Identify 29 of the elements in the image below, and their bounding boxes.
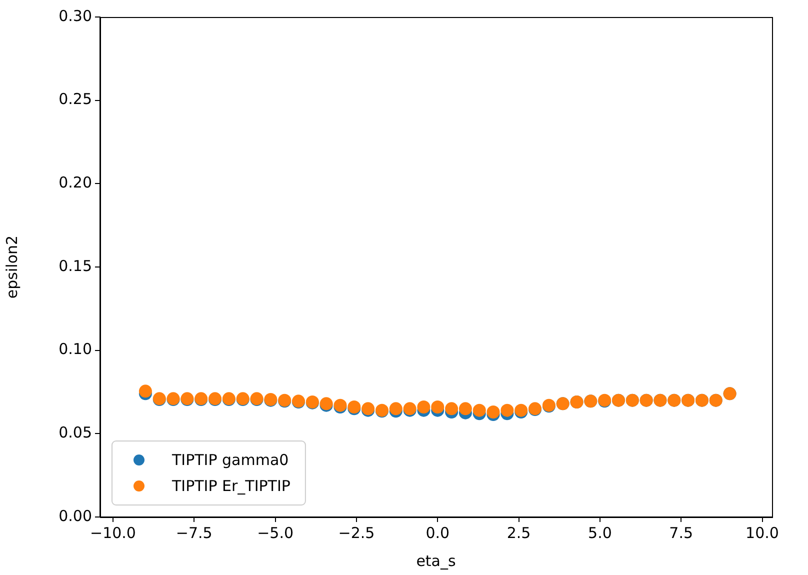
x-tick-label: −2.5 <box>338 524 375 542</box>
legend-label: TIPTIP Er_TIPTIP <box>171 476 290 495</box>
y-tick-label: 0.10 <box>58 340 92 358</box>
x-axis-title: eta_s <box>416 552 456 570</box>
x-tick-label: −7.5 <box>176 524 212 542</box>
y-tick-label: 0.25 <box>58 90 92 108</box>
y-tick-label: 0.30 <box>58 6 92 25</box>
point <box>472 404 486 417</box>
x-tick-label: 10.0 <box>746 524 779 542</box>
point <box>138 384 152 398</box>
y-tick-label: 0.20 <box>58 174 92 192</box>
point <box>486 406 500 418</box>
y-tick-label: 0.05 <box>58 424 92 442</box>
point <box>445 402 458 416</box>
x-tick-label: 0.0 <box>426 524 450 542</box>
point <box>389 402 402 416</box>
point <box>431 400 444 414</box>
point <box>417 400 430 414</box>
point <box>458 402 472 416</box>
y-tick-label: 0.15 <box>58 256 92 275</box>
x-tick-label: −10.0 <box>90 524 136 542</box>
x-tick-label: −5.0 <box>257 524 294 542</box>
y-axis-title: epsilon2 <box>2 235 21 299</box>
x-tick-label: 2.5 <box>506 524 531 542</box>
y-tick-label: 0.00 <box>58 506 92 525</box>
legend-label: TIPTIP gamma0 <box>171 450 289 469</box>
x-tick-label: 5.0 <box>588 524 612 542</box>
x-tick-label: 7.5 <box>669 524 694 542</box>
point <box>500 404 514 417</box>
